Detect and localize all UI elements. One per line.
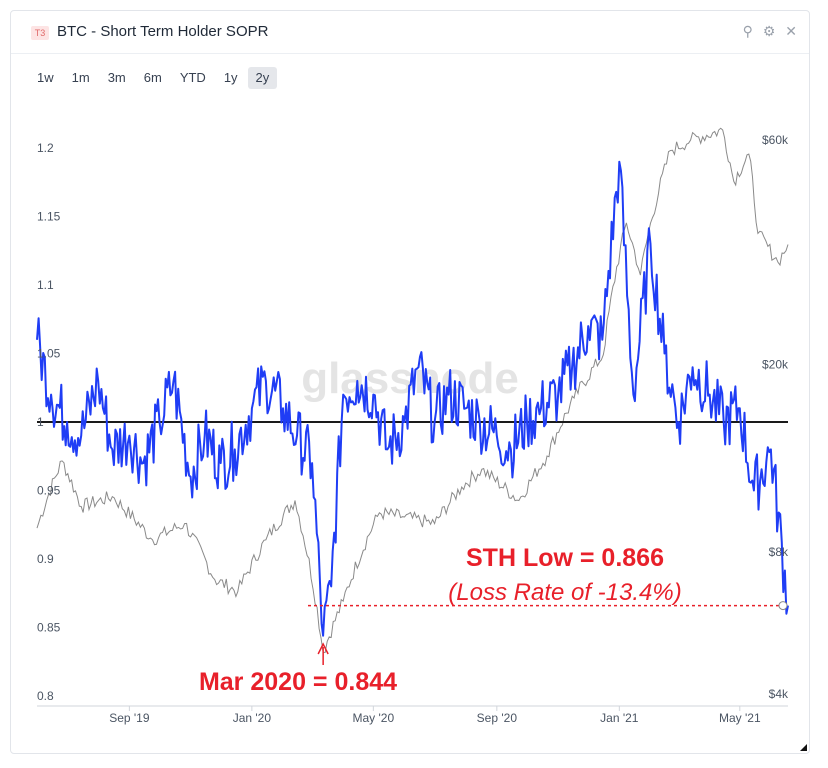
sopr-line — [36, 160, 789, 637]
gear-icon[interactable]: ⚙ — [762, 23, 776, 39]
y-tick-label: 0.9 — [37, 552, 54, 566]
timeframe-tabs: 1w 1m 3m 6m YTD 1y 2y — [29, 67, 279, 89]
header-icons: ⚲ ⚙ ✕ — [737, 23, 797, 40]
x-tick-label: May '20 — [353, 711, 395, 725]
x-tick-label: Jan '21 — [600, 711, 639, 725]
card-header: T3 BTC - Short Term Holder SOPR ⚲ ⚙ ✕ — [11, 11, 809, 54]
tier-badge: T3 — [31, 26, 49, 40]
watermark: glassnode — [301, 354, 519, 403]
sth-low-marker — [778, 601, 788, 611]
zoom-icon[interactable]: ⚲ — [742, 23, 753, 39]
y-tick-label: 1 — [37, 415, 44, 429]
y-tick-label: 1.15 — [37, 210, 61, 224]
chart-title: BTC - Short Term Holder SOPR — [57, 23, 269, 40]
mar-2020-arrow-head — [317, 642, 329, 655]
x-tick-label: Sep '19 — [109, 711, 150, 725]
y2-tick-label: $8k — [769, 545, 789, 559]
tab-1m[interactable]: 1m — [71, 70, 90, 85]
sth-low-label: STH Low = 0.866 — [466, 544, 664, 572]
loss-rate-label: (Loss Rate of -13.4%) — [448, 579, 681, 606]
y-tick-label: 0.85 — [37, 621, 61, 635]
tab-2y[interactable]: 2y — [247, 67, 278, 89]
tab-3m[interactable]: 3m — [107, 70, 126, 85]
y-tick-label: 0.8 — [37, 689, 54, 703]
x-tick-label: Jan '20 — [233, 711, 272, 725]
mar-2020-label: Mar 2020 = 0.844 — [199, 668, 397, 696]
tab-1y[interactable]: 1y — [223, 70, 238, 85]
tab-6m[interactable]: 6m — [143, 70, 162, 85]
x-tick-label: Sep '20 — [477, 711, 518, 725]
y-tick-label: 1.2 — [37, 141, 54, 155]
y-tick-label: 1.1 — [37, 278, 54, 292]
x-tick-label: May '21 — [719, 711, 761, 725]
y-tick-label: 1.05 — [37, 347, 61, 361]
y2-tick-label: $20k — [762, 358, 789, 372]
y2-tick-label: $60k — [762, 133, 789, 147]
tab-ytd[interactable]: YTD — [179, 70, 206, 85]
close-icon[interactable]: ✕ — [785, 23, 797, 39]
y2-tick-label: $4k — [769, 687, 789, 701]
y-tick-label: 0.95 — [37, 484, 61, 498]
resize-corner[interactable] — [800, 744, 807, 751]
tab-1w[interactable]: 1w — [37, 70, 54, 85]
btc-price-line — [36, 127, 789, 654]
